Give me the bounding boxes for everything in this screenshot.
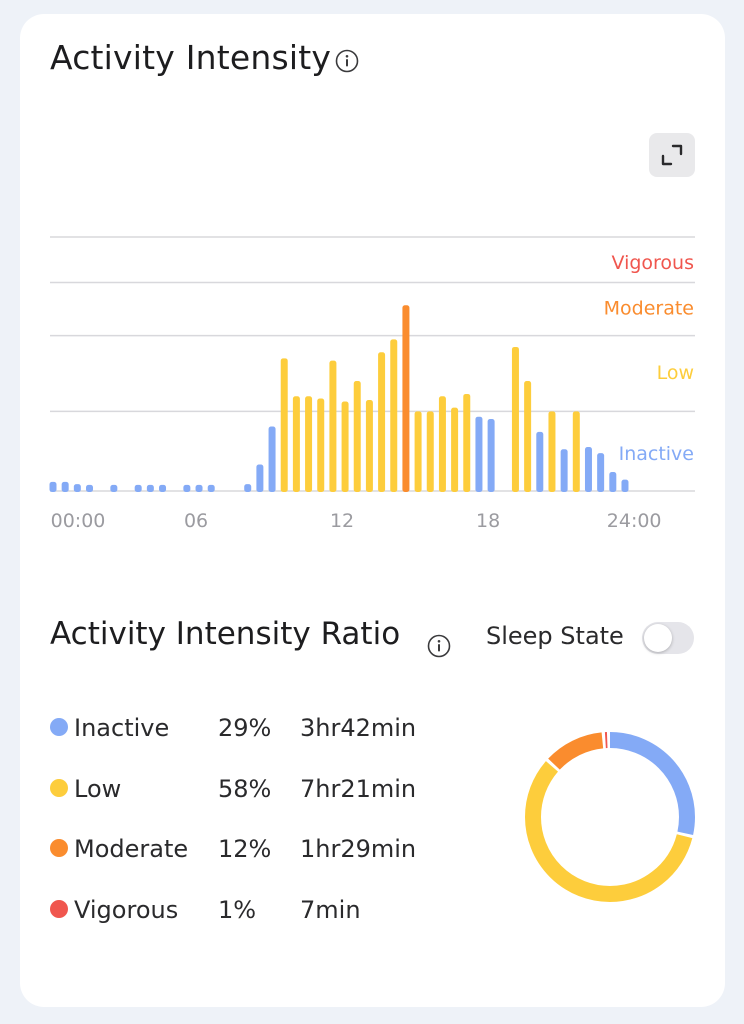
bar[interactable]: [584, 447, 592, 492]
bar[interactable]: [487, 418, 495, 492]
bar[interactable]: [61, 481, 69, 492]
legend-name: Vigorous: [74, 896, 179, 924]
bar[interactable]: [426, 411, 434, 492]
bar[interactable]: [159, 484, 167, 492]
bar[interactable]: [292, 396, 300, 492]
bar[interactable]: [560, 449, 568, 492]
legend-percent: 1%: [218, 896, 257, 924]
expand-button[interactable]: [649, 133, 695, 177]
legend-name: Inactive: [74, 714, 170, 742]
bar[interactable]: [524, 381, 532, 492]
bar[interactable]: [414, 411, 422, 492]
info-icon[interactable]: [427, 634, 451, 658]
moderate-dot-icon: [50, 839, 68, 857]
bar[interactable]: [621, 479, 629, 492]
bar[interactable]: [183, 484, 191, 492]
bar[interactable]: [49, 481, 57, 492]
legend-duration: 7hr21min: [300, 775, 417, 803]
level-label-inactive: Inactive: [619, 443, 694, 465]
ratio-title: Activity Intensity Ratio: [50, 616, 401, 652]
bar[interactable]: [280, 358, 288, 492]
bar[interactable]: [207, 484, 215, 492]
activity-card: [20, 14, 725, 1007]
level-label-moderate: Moderate: [604, 298, 694, 320]
inactive-dot-icon: [50, 718, 68, 736]
legend-duration: 3hr42min: [300, 714, 417, 742]
legend-percent: 12%: [218, 835, 272, 863]
legend-percent: 58%: [218, 775, 272, 803]
legend-duration: 7min: [300, 896, 361, 924]
donut-segment-inactive[interactable]: [525, 732, 695, 902]
activity-ratio-donut: [525, 732, 695, 902]
bar[interactable]: [536, 431, 544, 492]
bar[interactable]: [134, 484, 142, 492]
activity-intensity-chart: Vigorous Moderate Low Inactive 00:00 06 12 18 24…: [49, 236, 695, 532]
bar[interactable]: [86, 484, 94, 492]
bar[interactable]: [451, 407, 459, 492]
donut-segment-low[interactable]: [525, 732, 695, 902]
legend-row-moderate: Moderate 12% 1hr29min: [50, 829, 470, 869]
x-tick-label: 12: [330, 510, 354, 532]
legend-name: Low: [74, 775, 122, 803]
legend-duration: 1hr29min: [300, 835, 417, 863]
x-tick-label: 18: [476, 510, 500, 532]
legend-row-inactive: Inactive 29% 3hr42min: [50, 708, 470, 748]
bar[interactable]: [438, 396, 446, 492]
bar[interactable]: [73, 484, 81, 492]
bar[interactable]: [572, 411, 580, 492]
bar[interactable]: [146, 484, 154, 492]
bar[interactable]: [329, 360, 337, 492]
bar[interactable]: [110, 484, 118, 492]
bar[interactable]: [317, 398, 325, 492]
sleep-state-toggle[interactable]: [642, 622, 694, 654]
bar[interactable]: [390, 339, 398, 492]
bar[interactable]: [305, 396, 313, 492]
bar[interactable]: [609, 472, 617, 492]
x-tick-label: 00:00: [51, 510, 106, 532]
toggle-knob: [644, 624, 672, 652]
level-label-vigorous: Vigorous: [611, 252, 694, 274]
low-dot-icon: [50, 779, 68, 797]
bar[interactable]: [268, 426, 276, 492]
bar[interactable]: [475, 416, 483, 492]
vigorous-dot-icon: [50, 900, 68, 918]
bar[interactable]: [463, 393, 471, 492]
bar[interactable]: [341, 401, 349, 492]
legend-row-low: Low 58% 7hr21min: [50, 769, 470, 809]
level-label-low: Low: [657, 362, 694, 384]
sleep-state-label: Sleep State: [486, 622, 624, 650]
legend-name: Moderate: [74, 835, 189, 863]
bar[interactable]: [365, 400, 373, 492]
bar[interactable]: [353, 381, 361, 492]
expand-icon: [661, 144, 683, 166]
bar[interactable]: [256, 464, 264, 492]
x-tick-label: 24:00: [607, 510, 662, 532]
bar[interactable]: [195, 484, 203, 492]
legend-row-vigorous: Vigorous 1% 7min: [50, 890, 470, 930]
page-title: Activity Intensity: [50, 38, 332, 77]
bar[interactable]: [244, 484, 252, 492]
info-icon[interactable]: [335, 49, 359, 73]
bar[interactable]: [597, 453, 605, 492]
bar[interactable]: [511, 346, 519, 492]
bar[interactable]: [402, 305, 410, 492]
x-tick-label: 06: [184, 510, 208, 532]
bar[interactable]: [548, 411, 556, 492]
legend-percent: 29%: [218, 714, 272, 742]
bar[interactable]: [378, 352, 386, 492]
